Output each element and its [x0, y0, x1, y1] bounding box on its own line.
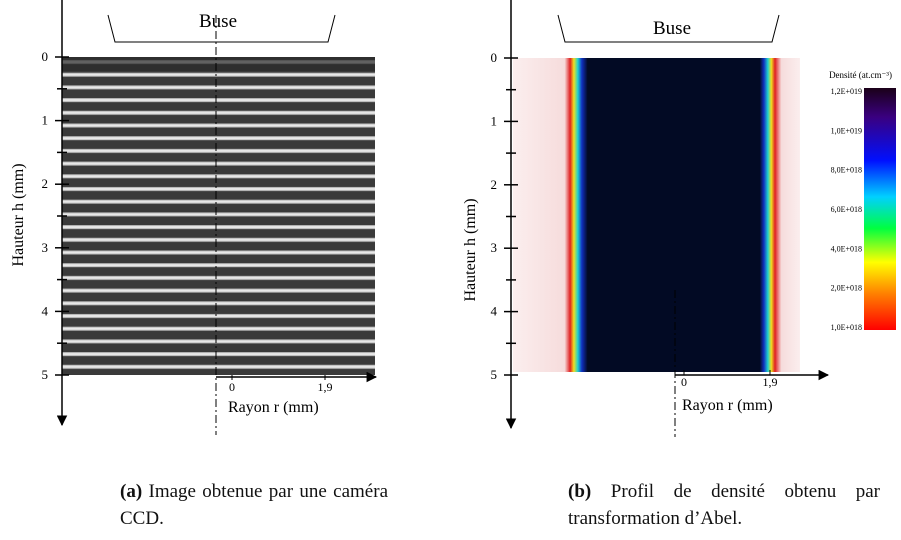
- x-tick-label: 1,9: [318, 380, 333, 394]
- y-tick-label: 5: [491, 367, 498, 382]
- x-tick-label: 0: [229, 380, 235, 394]
- colorbar: [864, 88, 896, 330]
- colorbar-label: 4,0E+018: [831, 244, 862, 253]
- caption-label: (a): [120, 481, 143, 502]
- nozzle-label: Buse: [653, 18, 691, 39]
- y-tick-label: 1: [42, 113, 49, 128]
- colorbar-label: 1,0E+019: [831, 126, 862, 135]
- y-tick-label: 4: [42, 303, 49, 318]
- y-axis-label: Hauteur h (mm): [10, 163, 27, 266]
- figure-graphics: Buse Hauteur h (mm) Rayon r (mm) Buse Ha…: [10, 0, 896, 437]
- caption-label: (b): [568, 481, 592, 502]
- y-tick-label: 2: [491, 177, 498, 192]
- colorbar-label: 2,0E+018: [831, 284, 862, 293]
- colorbar-label: 1,0E+018: [831, 323, 862, 332]
- colorbar-label: 1,2E+019: [831, 87, 862, 96]
- y-tick-label: 0: [42, 49, 49, 64]
- nozzle: [557, 14, 780, 43]
- colorbar-label: 8,0E+018: [831, 166, 862, 175]
- y-tick-label: 5: [42, 367, 49, 382]
- y-tick-label: 3: [42, 240, 49, 255]
- x-axis-label: Rayon r (mm): [682, 397, 773, 414]
- nozzle-label: Buse: [199, 11, 237, 32]
- ccd-image: [62, 57, 375, 375]
- y-tick-label: 4: [491, 304, 498, 319]
- y-tick-label: 0: [491, 50, 498, 65]
- y-axis-label: Hauteur h (mm): [462, 198, 479, 301]
- x-axis-label: Rayon r (mm): [228, 399, 319, 416]
- ccd-image-top: [62, 57, 375, 71]
- y-tick-label: 3: [491, 240, 498, 255]
- colorbar-label: 6,0E+018: [831, 205, 862, 214]
- x-tick-label: 0: [681, 375, 687, 389]
- caption: (b) Profil de densité obtenu par transfo…: [568, 478, 880, 532]
- y-tick-label: 1: [491, 113, 498, 128]
- caption: (a) Image obtenue par une caméra CCD.: [120, 478, 388, 532]
- y-tick-label: 2: [42, 176, 49, 191]
- density-image: [513, 58, 800, 372]
- colorbar-title: Densité (at.cm⁻³): [829, 70, 892, 80]
- nozzle: [107, 14, 336, 43]
- caption-text: Image obtenue par une caméra CCD.: [120, 481, 388, 529]
- x-tick-label: 1,9: [763, 375, 778, 389]
- caption-text: Profil de densité obtenu par transformat…: [568, 481, 880, 529]
